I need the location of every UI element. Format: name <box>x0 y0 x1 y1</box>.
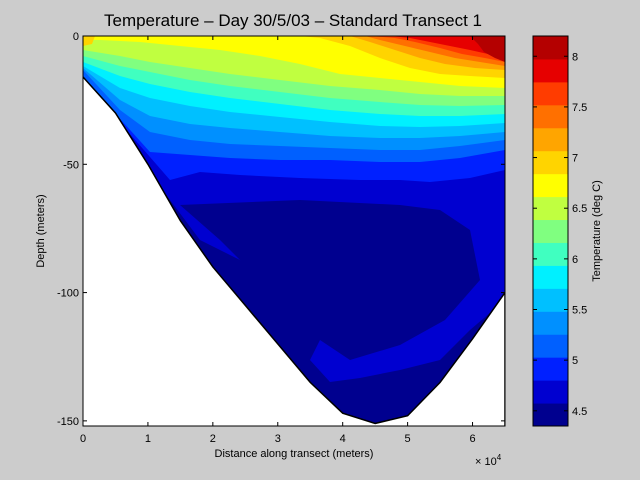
colorbar-swatch <box>533 196 568 221</box>
colorbar-swatch <box>533 150 568 175</box>
colorbar-swatch <box>533 104 568 129</box>
y-tick-label: -50 <box>63 159 79 171</box>
band-surface-left <box>83 36 95 46</box>
colorbar-swatch <box>533 311 568 335</box>
colorbar-tick-label: 8 <box>572 51 578 63</box>
x-exponent-label: × 104 <box>475 453 502 468</box>
colorbar-swatch <box>533 173 568 198</box>
colorbar-swatch <box>533 288 568 312</box>
plot-area: 0 1 2 3 4 5 6 0 -50 -100 -150 <box>57 31 506 445</box>
colorbar: 4.5 5 5.5 6 6.5 7 7.5 8 Temperature (deg C) <box>532 35 603 427</box>
colorbar-frame <box>532 35 569 427</box>
x-tick-label: 6 <box>469 433 475 445</box>
y-tick-label: -150 <box>57 416 79 428</box>
x-tick-label: 2 <box>210 433 216 445</box>
chart-title: Temperature – Day 30/5/03 – Standard Tra… <box>104 11 482 30</box>
x-exponent-power: 4 <box>497 453 502 462</box>
colorbar-swatch <box>533 265 568 289</box>
colorbar-swatch <box>533 380 568 404</box>
x-tick-label: 1 <box>145 433 151 445</box>
y-axis-ticks: 0 -50 -100 -150 <box>57 31 505 428</box>
seafloor-region <box>83 76 505 426</box>
contour-bands <box>83 36 505 426</box>
colorbar-tick-label: 7.5 <box>572 102 587 114</box>
colorbar-swatches <box>533 36 568 427</box>
plot-frame <box>82 35 506 427</box>
colorbar-swatch <box>533 242 568 266</box>
colorbar-swatch <box>533 36 568 60</box>
colorbar-swatch <box>533 127 568 152</box>
y-axis-label: Depth (meters) <box>35 194 47 267</box>
colorbar-label: Temperature (deg C) <box>591 180 603 282</box>
x-axis-ticks: 0 1 2 3 4 5 6 <box>80 36 476 445</box>
colorbar-tick-label: 6 <box>572 254 578 266</box>
band-5-0-cold-tongue <box>180 200 480 360</box>
colorbar-swatch <box>533 81 568 106</box>
colorbar-swatch <box>533 58 568 83</box>
x-exponent-base: × 10 <box>475 456 497 468</box>
y-tick-label: -100 <box>57 288 79 300</box>
colorbar-swatch <box>533 334 568 358</box>
colorbar-swatch <box>533 403 568 427</box>
colorbar-swatch <box>533 219 568 243</box>
x-axis-label: Distance along transect (meters) <box>215 448 374 460</box>
x-tick-label: 4 <box>340 433 346 445</box>
colorbar-tick-label: 4.5 <box>572 406 587 418</box>
x-tick-label: 0 <box>80 433 86 445</box>
colorbar-tick-label: 6.5 <box>572 203 587 215</box>
colorbar-tick-label: 7 <box>572 153 578 165</box>
colorbar-swatch <box>533 357 568 381</box>
colorbar-tick-label: 5.5 <box>572 305 587 317</box>
colorbar-tick-label: 5 <box>572 355 578 367</box>
colorbar-ticks: 4.5 5 5.5 6 6.5 7 7.5 8 <box>533 51 587 418</box>
x-tick-label: 3 <box>275 433 281 445</box>
y-tick-label: 0 <box>73 31 79 43</box>
band-8-5 <box>470 36 505 62</box>
x-tick-label: 5 <box>405 433 411 445</box>
